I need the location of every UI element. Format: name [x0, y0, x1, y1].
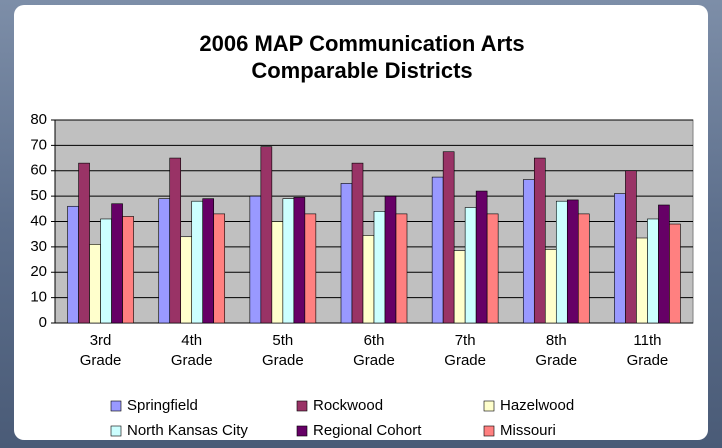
y-tick-label: 10: [30, 289, 47, 306]
bar: [464, 207, 477, 324]
chart-title: 2006 MAP Communication Arts: [199, 31, 524, 56]
bar: [486, 213, 499, 324]
bar: [282, 198, 295, 324]
bar: [260, 146, 273, 324]
x-tick-label: 8th Grade: [535, 332, 578, 369]
bar: [340, 183, 353, 324]
bar: [384, 195, 397, 324]
bar: [395, 213, 408, 324]
bar: [669, 223, 681, 324]
legend-swatch: [110, 425, 122, 437]
bar: [202, 198, 215, 324]
bar: [658, 204, 670, 324]
bar: [249, 195, 262, 324]
y-tick-label: 80: [30, 111, 47, 128]
legend-label: Springfield: [127, 397, 198, 414]
bar: [625, 170, 637, 324]
bar: [122, 216, 134, 324]
y-tick-label: 20: [30, 263, 47, 280]
bar: [304, 213, 317, 324]
x-tick-label: 6th Grade: [353, 332, 395, 369]
bar: [180, 236, 193, 324]
y-tick-label: 70: [30, 136, 47, 153]
bar: [213, 213, 226, 324]
x-tick-label: 5th Grade: [261, 332, 304, 369]
legend-label: Missouri: [500, 422, 556, 439]
bar: [533, 157, 546, 324]
legend-label: North Kansas City: [127, 422, 248, 439]
bar: [67, 205, 79, 324]
y-tick-label: 50: [30, 187, 47, 204]
x-tick-label: 7th Grade: [444, 332, 486, 369]
bar: [566, 199, 579, 324]
bar: [373, 211, 386, 324]
bar: [293, 197, 306, 324]
bar: [78, 162, 90, 324]
y-tick-label: 0: [39, 314, 47, 331]
bar: [544, 249, 557, 324]
bar: [577, 213, 590, 324]
bar: [158, 198, 171, 324]
legend-swatch: [110, 400, 122, 412]
bar: [431, 176, 444, 324]
bar: [453, 250, 466, 324]
bar: [647, 218, 659, 324]
x-tick-label: 11th Grade: [626, 332, 669, 369]
legend-swatch: [483, 425, 495, 437]
legend-label: Rockwood: [313, 397, 383, 414]
x-tick-label: 3rd Grade: [79, 332, 122, 369]
legend-label: Regional Cohort: [313, 422, 422, 439]
legend-swatch: [296, 425, 308, 437]
bar: [191, 200, 204, 324]
y-tick-label: 30: [30, 238, 47, 255]
legend-label: Hazelwood: [500, 397, 574, 414]
bar: [614, 193, 626, 324]
legend-swatch: [296, 400, 308, 412]
x-tick-label: 4th Grade: [170, 332, 213, 369]
legend-swatch: [483, 400, 495, 412]
bar: [475, 190, 488, 324]
bar: [169, 157, 182, 324]
bar: [522, 179, 535, 324]
bar: [271, 221, 284, 324]
bar: [555, 200, 568, 324]
bar: [636, 237, 648, 324]
chart-title: Comparable Districts: [251, 58, 472, 83]
bar: [362, 235, 375, 324]
bar: [89, 244, 101, 324]
bar: [351, 162, 364, 324]
bar: [111, 203, 123, 324]
y-tick-label: 60: [30, 162, 47, 179]
bar: [442, 151, 455, 324]
bar: [100, 218, 112, 324]
y-tick-label: 40: [30, 212, 47, 229]
